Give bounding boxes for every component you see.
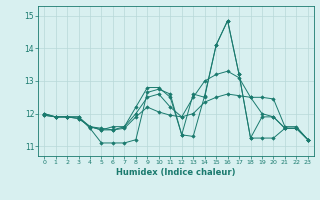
X-axis label: Humidex (Indice chaleur): Humidex (Indice chaleur): [116, 168, 236, 177]
